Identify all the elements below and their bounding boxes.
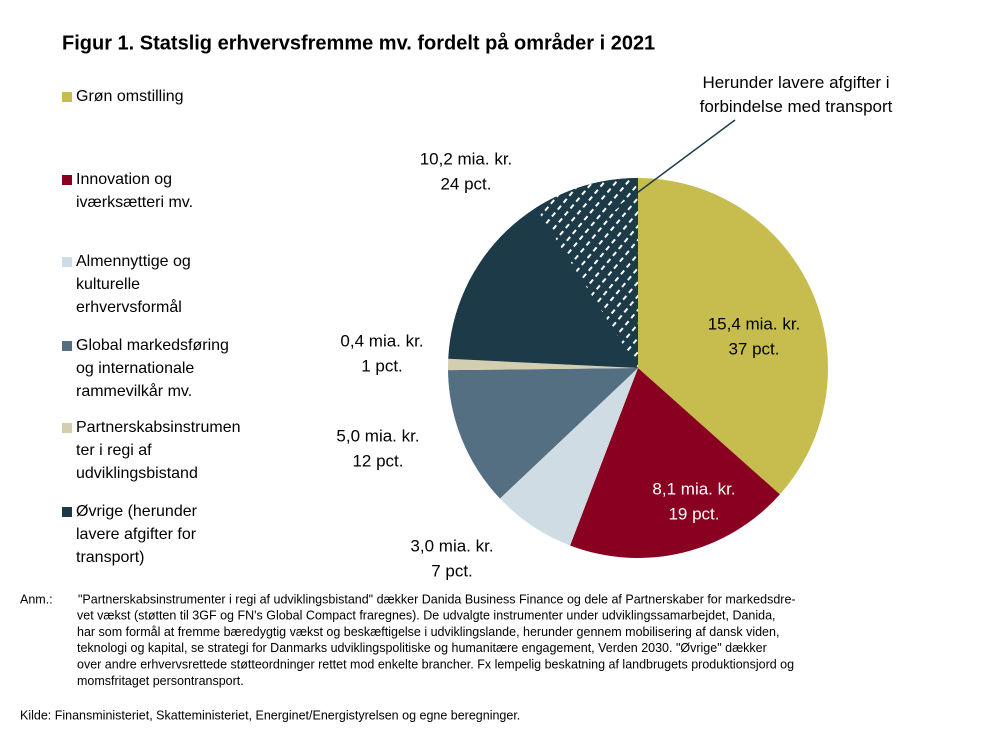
legend-label: Global markedsføring og internationale ram…: [76, 337, 229, 400]
pie-slice: [499, 368, 638, 546]
percent-label: 12 pct.: [352, 451, 403, 470]
pie-slice: [638, 178, 828, 495]
pie-slice: [570, 368, 780, 558]
note-line: har som formål at fremme bæredygtig væks…: [77, 625, 779, 639]
hatched-slice: [535, 178, 638, 368]
note-label: Anm.:: [20, 592, 53, 606]
annotation-line: [597, 119, 736, 223]
legend-label: Øvrige (herunder lavere afgifter for trans…: [76, 503, 198, 566]
note-line: teknologi og kapital, se strategi for Da…: [77, 641, 767, 655]
note-line: momsfritaget persontransport.: [77, 674, 244, 688]
legend-swatch: [62, 423, 72, 433]
value-label: 3,0 mia. kr.: [410, 536, 493, 555]
note-line: vet vækst (støtten til 3GF og FN's Globa…: [77, 609, 776, 623]
percent-label: 7 pct.: [431, 561, 473, 580]
legend-label: Partnerskabsinstrumen ter i regi af udvikl…: [76, 419, 241, 482]
legend-swatch: [62, 507, 72, 517]
value-label: 15,4 mia. kr.: [708, 314, 801, 333]
source: Kilde: Finansministeriet, Skatteminister…: [20, 708, 520, 722]
percent-label: 19 pct.: [668, 504, 719, 523]
legend-swatch: [62, 175, 72, 185]
legend-label: Almennyttige og kulturelle erhvervsformål: [76, 253, 191, 316]
annotation: Herunder lavere afgifter i forbindelse me…: [700, 73, 893, 116]
value-label: 5,0 mia. kr.: [336, 426, 419, 445]
legend-swatch: [62, 341, 72, 351]
legend-label: Grøn omstilling: [76, 88, 184, 105]
legend-swatch: [62, 92, 72, 102]
note-line: over andre erhvervsrettede støtteordning…: [77, 657, 794, 671]
percent-label: 24 pct.: [440, 174, 491, 193]
pie-slice: [448, 358, 638, 371]
percent-label: 37 pct.: [728, 339, 779, 358]
value-label: 8,1 mia. kr.: [652, 479, 735, 498]
pie-slice: [448, 368, 638, 499]
legend-label: Innovation og iværksætteri mv.: [76, 171, 193, 211]
percent-label: 1 pct.: [361, 356, 403, 375]
note-line: "Partnerskabsinstrumenter i regi af udvi…: [78, 592, 796, 606]
value-label: 10,2 mia. kr.: [420, 149, 513, 168]
chart-title: Figur 1. Statslig erhvervsfremme mv. for…: [62, 31, 655, 54]
legend-swatch: [62, 257, 72, 267]
value-label: 0,4 mia. kr.: [340, 331, 423, 350]
